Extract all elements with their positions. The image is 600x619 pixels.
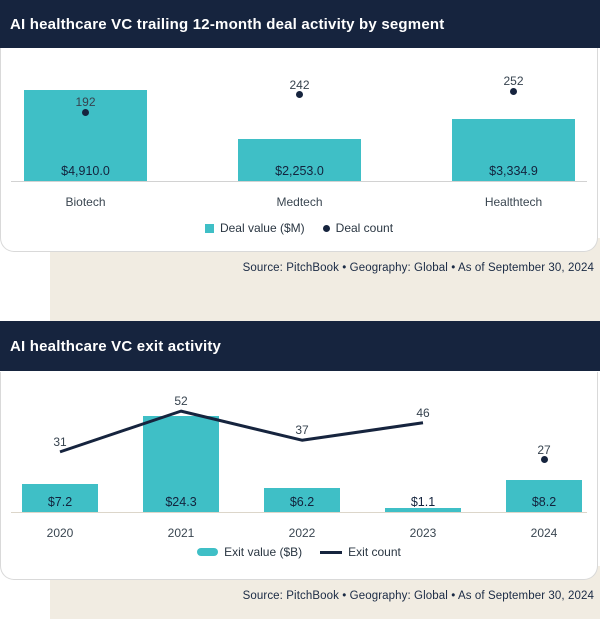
bar-value-label: $6.2: [289, 495, 315, 509]
exit-value-legend-label: Exit value ($B): [224, 545, 303, 559]
bar-biotech: [24, 90, 147, 181]
bar-healthtech: [452, 119, 575, 181]
exit-activity-header: AI healthcare VC exit activity: [0, 321, 600, 371]
deal-activity-title: AI healthcare VC trailing 12-month deal …: [10, 15, 445, 33]
bar-value-label: $4,910.0: [61, 164, 110, 178]
exit-activity-source-text: Source: PitchBook • Geography: Global • …: [242, 590, 594, 602]
count-label: 252: [503, 74, 524, 89]
bar-2023: [385, 507, 461, 512]
exit-activity-x-axis: [11, 512, 587, 513]
exit-value-swatch-icon: [197, 548, 219, 556]
x-axis-label: Healthtech: [484, 195, 543, 209]
exit-activity-legend: Exit value ($B) Exit count: [1, 545, 597, 559]
deal-count-legend-label: Deal count: [335, 221, 394, 235]
deal-activity-x-axis: [11, 181, 587, 182]
x-axis-label: 2024: [530, 526, 558, 540]
count-label: 27: [537, 442, 551, 457]
bar-value-label: $24.3: [165, 495, 197, 509]
bar-2022: [264, 487, 340, 512]
legend-item-exit-value: Exit value ($B): [197, 545, 302, 559]
bar-2024: [506, 479, 582, 512]
x-axis-label: 2022: [288, 526, 316, 540]
count-label: 192: [75, 95, 96, 110]
count-label: 37: [295, 423, 309, 438]
deal-activity-chart-card: Deal value ($M) Deal count $4,910.0 Biote…: [0, 48, 598, 252]
legend-item-deal-value: Deal value ($M): [204, 221, 305, 235]
exit-count-swatch-icon: [320, 550, 343, 554]
count-dot: [296, 91, 303, 99]
x-axis-label: 2023: [409, 526, 437, 540]
bar-2020: [22, 483, 98, 512]
count-dot: [82, 108, 89, 116]
legend-item-deal-count: Deal count: [322, 221, 394, 235]
count-label: 242: [289, 77, 310, 92]
exit-count-legend-label: Exit count: [348, 545, 401, 559]
count-dot: [540, 456, 548, 464]
bar-value-label: $3,334.9: [489, 164, 538, 178]
count-label: 52: [174, 394, 188, 409]
x-axis-label: Biotech: [65, 195, 106, 209]
deal-activity-legend: Deal value ($M) Deal count: [1, 221, 597, 235]
exit-activity-title: AI healthcare VC exit activity: [10, 337, 222, 355]
bar-value-label: $1.1: [410, 495, 436, 509]
bar-medtech: [238, 139, 361, 181]
legend-item-exit-count: Exit count: [320, 545, 401, 559]
bar-value-label: $2,253.0: [275, 164, 324, 178]
x-axis-label: Medtech: [276, 195, 323, 209]
count-dot: [510, 87, 517, 95]
deal-value-legend-label: Deal value ($M): [219, 221, 305, 235]
deal-value-swatch-icon: [204, 223, 214, 233]
bar-value-label: $7.2: [47, 495, 73, 509]
count-label: 46: [416, 405, 430, 420]
x-axis-label: 2021: [167, 526, 195, 540]
deal-count-swatch-icon: [322, 224, 330, 232]
count-label: 31: [53, 434, 67, 449]
bar-value-label: $8.2: [531, 495, 557, 509]
deal-activity-source-text: Source: PitchBook • Geography: Global • …: [242, 262, 594, 274]
deal-activity-header: AI healthcare VC trailing 12-month deal …: [0, 0, 600, 48]
x-axis-label: 2020: [46, 526, 74, 540]
exit-activity-chart-card: Exit value ($B) Exit count $7.2 2020 31 $24…: [0, 372, 598, 580]
